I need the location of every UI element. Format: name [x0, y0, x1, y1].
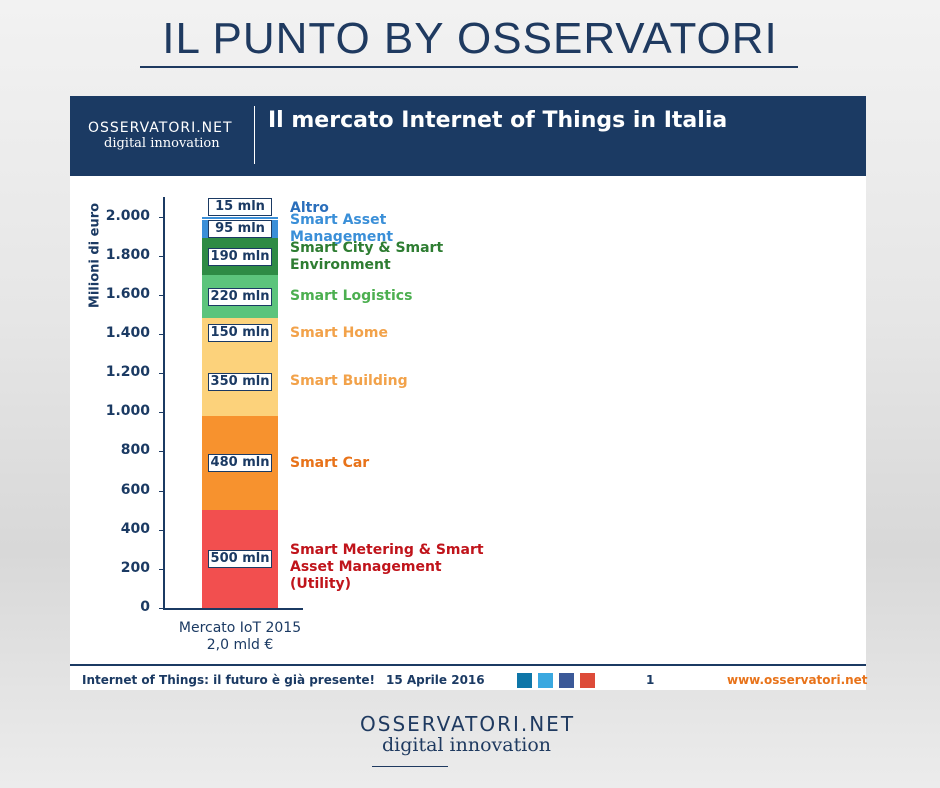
- icon-twitter[interactable]: [538, 673, 553, 688]
- series-label: Smart Asset Management: [290, 211, 394, 245]
- series-label: Smart Building: [290, 373, 408, 390]
- series-label: Smart Car: [290, 454, 370, 471]
- icon-facebook[interactable]: [559, 673, 574, 688]
- series-label: Smart Home: [290, 324, 389, 341]
- y-tick: [159, 373, 163, 375]
- footer-page: 1: [646, 673, 655, 687]
- value-label: 220 mln: [208, 287, 272, 306]
- x-tick-label: Mercato IoT 2015: [178, 620, 302, 636]
- slide-title: Il mercato Internet of Things in Italia: [268, 108, 728, 133]
- y-tick-label: 1.000: [105, 403, 150, 420]
- icon-linkedin[interactable]: [517, 673, 532, 688]
- y-tick: [159, 412, 163, 414]
- y-tick: [159, 568, 163, 570]
- y-tick-label: 400: [120, 520, 150, 537]
- y-tick-label: 1.400: [105, 325, 150, 341]
- y-axis: [163, 197, 165, 608]
- bottom-logo-line: [372, 766, 448, 767]
- value-label: 500 mln: [208, 550, 272, 569]
- logo-name: OSSERVATORI.NET: [88, 120, 233, 136]
- bottom-logo-tagline: digital innovation: [382, 734, 551, 756]
- value-label: 95 mln: [208, 219, 272, 238]
- x-tick-sublabel: 2,0 mld €: [206, 637, 274, 653]
- y-tick-label: 0: [140, 599, 150, 615]
- series-label: Altro: [290, 200, 329, 217]
- value-label: 480 mln: [208, 454, 272, 473]
- divider: [254, 106, 255, 164]
- page-title: IL PUNTO BY OSSERVATORI: [162, 14, 778, 63]
- series-label: Smart City & Smart Environment: [290, 239, 444, 273]
- y-tick-label: 2.000: [105, 207, 150, 224]
- y-tick-label: 1.200: [105, 364, 150, 381]
- footer-line: [70, 664, 866, 666]
- footer-tagline: Internet of Things: il futuro è già pres…: [82, 673, 376, 687]
- y-tick: [159, 334, 163, 335]
- y-tick-label: 200: [120, 559, 150, 576]
- bottom-logo-name: OSSERVATORI.NET: [360, 712, 576, 736]
- footer-url: www.osservatori.net: [727, 673, 868, 687]
- y-tick: [159, 216, 163, 218]
- y-tick-label: 600: [120, 481, 150, 498]
- y-tick-label: 1.800: [105, 246, 150, 263]
- logo-tagline: digital innovation: [104, 136, 220, 151]
- value-label: 190 mln: [208, 247, 272, 266]
- title-underline: [140, 66, 798, 68]
- value-label: 15 mln: [208, 197, 272, 216]
- value-label: 150 mln: [208, 324, 272, 343]
- slide-header: [70, 96, 866, 176]
- value-label: 350 mln: [208, 372, 272, 391]
- icon-google[interactable]: [580, 673, 595, 688]
- bar-segment: [202, 216, 278, 220]
- y-tick-label: 800: [120, 442, 150, 459]
- y-tick-label: 1.600: [105, 285, 150, 302]
- x-axis: [163, 608, 303, 610]
- y-tick: [159, 529, 163, 531]
- footer-date: 15 Aprile 2016: [386, 673, 485, 687]
- y-tick: [159, 490, 163, 492]
- series-label: Smart Logistics: [290, 288, 413, 305]
- y-tick: [159, 451, 163, 453]
- y-tick: [159, 294, 163, 296]
- y-tick: [159, 608, 163, 609]
- y-tick: [159, 255, 163, 257]
- series-label: Smart Metering & Smart Asset Management …: [290, 542, 484, 593]
